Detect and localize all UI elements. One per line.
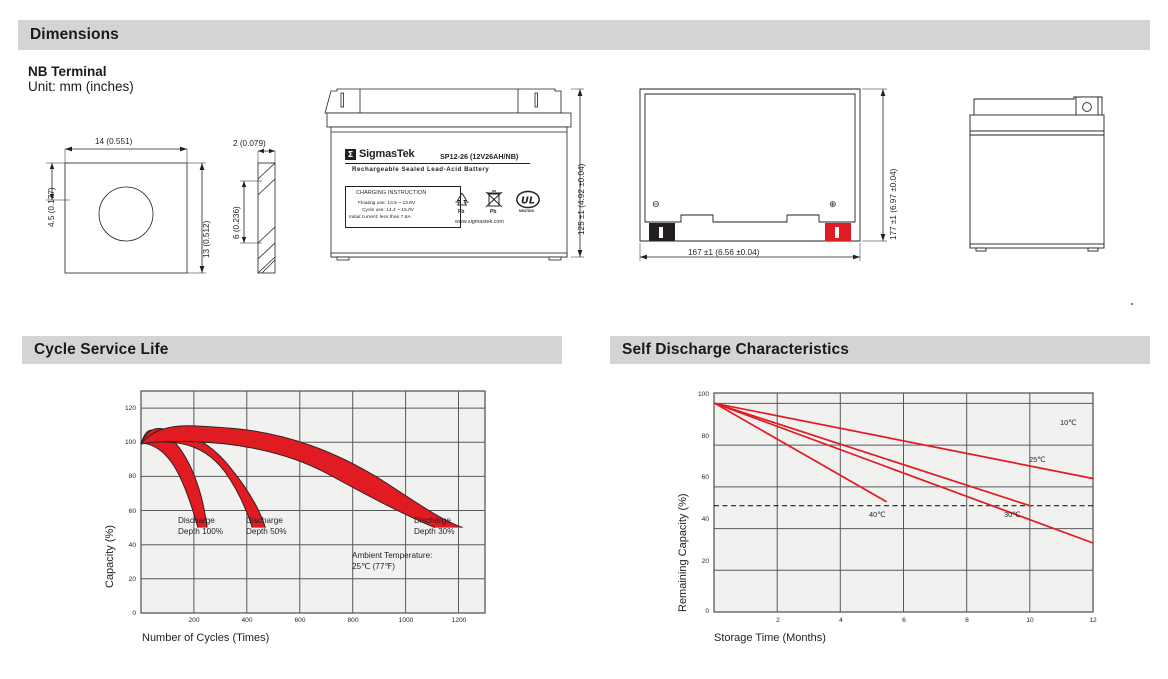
positive-terminal-symbol: ⊕ bbox=[829, 200, 837, 210]
cycle-ytick-60: 60 bbox=[128, 508, 136, 515]
self-discharge-chart bbox=[713, 392, 1094, 613]
sd-xtick-4: 4 bbox=[839, 617, 843, 624]
cycle-ytick-100: 100 bbox=[124, 439, 136, 446]
line-10C bbox=[714, 402, 1094, 544]
charging-instruction-box bbox=[345, 186, 461, 228]
line-30C bbox=[714, 402, 1031, 507]
cycle-annotation-dd100-line1: Discharge bbox=[178, 516, 215, 525]
sd-ytick-20: 20 bbox=[701, 558, 709, 565]
subheading-block: NB Terminal Unit: mm (inches) bbox=[28, 64, 134, 95]
negative-terminal-symbol: ⊖ bbox=[652, 200, 660, 210]
terminal-width-dimension: 14 (0.551) bbox=[95, 137, 133, 146]
sd-ytick-60: 60 bbox=[701, 474, 709, 481]
sd-xtick-10: 10 bbox=[1026, 617, 1034, 624]
stray-dot bbox=[1131, 303, 1133, 305]
cycle-ytick-0: 0 bbox=[132, 610, 136, 617]
charging-instruction-title: CHARGING INSTRUCTION bbox=[356, 190, 427, 196]
sd-xtick-2: 2 bbox=[776, 617, 780, 624]
cycle-xtick-800: 800 bbox=[347, 617, 359, 624]
cycle-annotation-dd30-line2: Depth 30% bbox=[414, 527, 455, 536]
battery-top-height-dimension: 177 ±1 (6.97 ±0.04) bbox=[889, 168, 898, 240]
svg-text:UL: UL bbox=[521, 195, 535, 206]
cycle-ytick-120: 120 bbox=[124, 405, 136, 412]
section-title: Dimensions bbox=[30, 26, 119, 43]
line-40C bbox=[714, 402, 887, 503]
sd-series-label-40C: 40℃ bbox=[869, 510, 886, 519]
battery-top-width-dimension: 167 ±1 (6.56 ±0.04) bbox=[688, 248, 760, 257]
cycle-ytick-40: 40 bbox=[128, 542, 136, 549]
sd-ytick-100: 100 bbox=[697, 391, 709, 398]
cycle-xtick-200: 200 bbox=[188, 617, 200, 624]
crossed-bin-pb-caption: Pb bbox=[490, 209, 497, 215]
sd-series-label-10C: 10℃ bbox=[1060, 418, 1077, 427]
sd-ytick-0: 0 bbox=[705, 608, 709, 615]
cycle-xtick-1200: 1200 bbox=[451, 617, 467, 624]
terminal-detail-drawing bbox=[30, 133, 310, 283]
unit-label: Unit: mm (inches) bbox=[28, 79, 134, 94]
terminal-height-dimension: 13 (0.512) bbox=[202, 220, 211, 258]
terminal-hole-offset-dimension: 4.5 (0.177) bbox=[47, 187, 56, 227]
ul-file-number: MH47828 bbox=[519, 209, 534, 213]
sd-ytick-80: 80 bbox=[701, 433, 709, 440]
section-title: Cycle Service Life bbox=[34, 341, 169, 358]
cycle-annotation-dd30-line1: Discharge bbox=[414, 516, 451, 525]
section-header-cycle-service-life: Cycle Service Life bbox=[22, 336, 562, 364]
cycle-x-axis-label: Number of Cycles (Times) bbox=[142, 632, 270, 644]
sd-series-label-30C: 30℃ bbox=[1004, 510, 1021, 519]
cycle-annotation-ambient-line2: 25℃ (77℉) bbox=[352, 562, 395, 571]
charging-instruction-line-2: Cycle use: 14.4 ~ 15.0V bbox=[362, 208, 415, 213]
battery-side-view-drawing bbox=[952, 87, 1142, 272]
cycle-curve-band-30 bbox=[140, 425, 463, 529]
line-25C bbox=[714, 402, 1094, 480]
ul-listed-icon: UL bbox=[516, 190, 540, 209]
sd-xtick-6: 6 bbox=[902, 617, 906, 624]
sd-x-axis-label: Storage Time (Months) bbox=[714, 632, 826, 644]
cycle-annotation-dd50-line2: Depth 50% bbox=[246, 527, 287, 536]
section-title: Self Discharge Characteristics bbox=[622, 341, 849, 358]
cycle-annotation-dd50-line1: Discharge bbox=[246, 516, 283, 525]
sd-ytick-40: 40 bbox=[701, 516, 709, 523]
cycle-xtick-1000: 1000 bbox=[398, 617, 414, 624]
sd-xtick-12: 12 bbox=[1089, 617, 1097, 624]
manufacturer-url: www.sigmastek.com bbox=[455, 219, 504, 225]
battery-model-label: SP12-26 (12V26AH/NB) bbox=[440, 152, 519, 161]
battery-label-rule bbox=[345, 163, 530, 164]
recycle-pb-caption: Pb bbox=[458, 209, 465, 215]
battery-brand-name: SigmasTek bbox=[359, 148, 415, 160]
section-header-dimensions: Dimensions bbox=[18, 20, 1150, 50]
terminal-thickness-dimension: 2 (0.079) bbox=[233, 139, 266, 148]
cycle-annotation-dd100-line2: Depth 100% bbox=[178, 527, 224, 536]
battery-label-logo-icon: Σ bbox=[345, 149, 356, 160]
terminal-type-label: NB Terminal bbox=[28, 64, 107, 79]
battery-label-subtitle: Rechargeable Sealed Lead-Acid Battery bbox=[352, 166, 490, 173]
section-header-self-discharge: Self Discharge Characteristics bbox=[610, 336, 1150, 364]
cycle-xtick-400: 400 bbox=[241, 617, 253, 624]
battery-front-view-drawing bbox=[324, 85, 585, 280]
sd-xtick-8: 8 bbox=[965, 617, 969, 624]
terminal-side-height-dimension: 6 (0.236) bbox=[232, 206, 241, 239]
battery-front-height-dimension: 125 ±1 (4.92 ±0.04) bbox=[577, 163, 586, 235]
cycle-ytick-20: 20 bbox=[128, 576, 136, 583]
chart-gridlines bbox=[714, 393, 1093, 612]
charging-instruction-line-1: Floating use: 13.5 ~ 13.8V bbox=[358, 201, 416, 206]
cycle-xtick-600: 600 bbox=[294, 617, 306, 624]
sd-series-label-25C: 25℃ bbox=[1029, 455, 1046, 464]
battery-top-view-drawing bbox=[638, 87, 903, 272]
cycle-service-life-chart bbox=[140, 390, 486, 614]
cycle-y-axis-label: Capacity (%) bbox=[104, 525, 116, 588]
sd-y-axis-label: Remaining Capacity (%) bbox=[677, 493, 689, 612]
cycle-ytick-80: 80 bbox=[128, 473, 136, 480]
recycle-pb-icon bbox=[451, 191, 473, 209]
charging-instruction-line-3: Initial current: less than 7.8A bbox=[349, 215, 411, 220]
cycle-annotation-ambient-line1: Ambient Temperature: bbox=[352, 551, 433, 560]
crossed-bin-pb-icon bbox=[485, 190, 503, 209]
